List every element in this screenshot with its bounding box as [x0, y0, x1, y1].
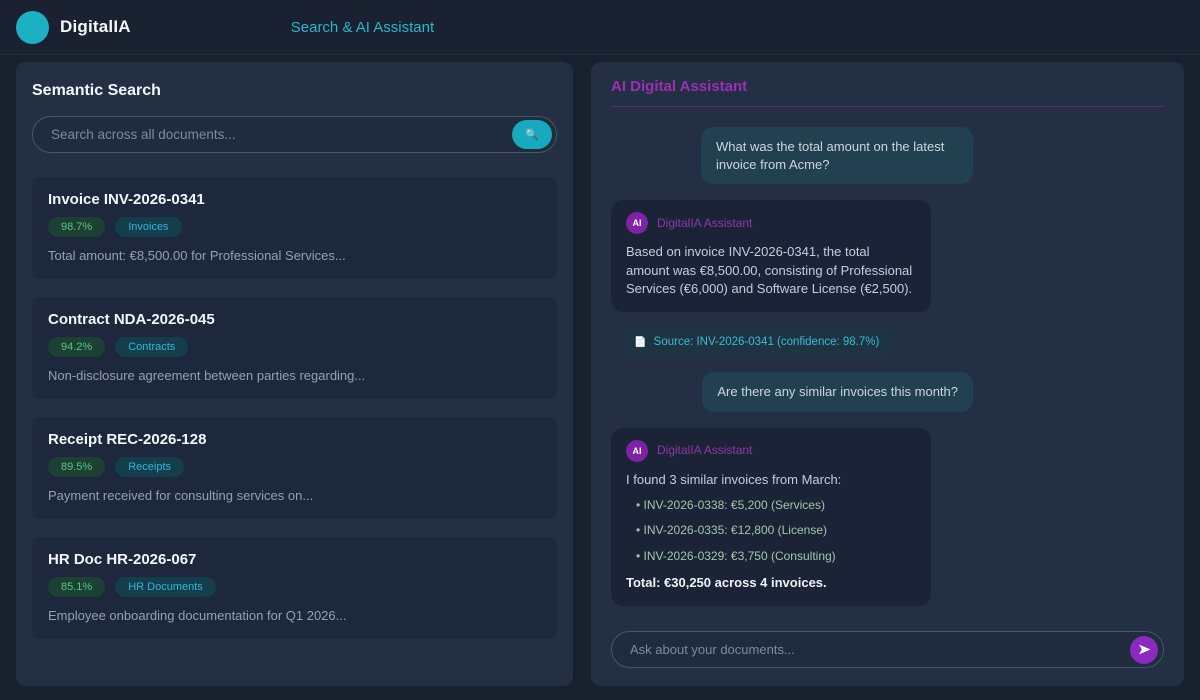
assistant-message-text: Based on invoice INV-2026-0341, the tota…: [626, 244, 913, 296]
category-badge: Invoices: [115, 217, 182, 238]
invoice-list-item: • INV-2026-0338: €5,200 (Services): [636, 498, 825, 513]
category-badge: HR Documents: [115, 577, 216, 598]
ai-avatar: AI: [626, 440, 648, 462]
assistant-message-intro: I found 3 similar invoices from March:: [626, 472, 842, 487]
source-citation-chip[interactable]: 📄 Source: INV-2026-0341 (confidence: 98.…: [621, 328, 893, 357]
search-input[interactable]: [51, 127, 512, 142]
search-result-invoice[interactable]: Invoice INV-2026-0341 98.7% Invoices Tot…: [32, 177, 557, 280]
result-snippet: Payment received for consulting services…: [48, 488, 314, 504]
result-snippet: Employee onboarding documentation for Q1…: [48, 608, 347, 624]
badge-row: 98.7% Invoices: [48, 217, 541, 238]
source-citation-text: Source: INV-2026-0341 (confidence: 98.7%…: [653, 336, 880, 349]
semantic-search-panel: Semantic Search 🔍 Invoice INV-2026-0341 …: [16, 62, 573, 686]
search-icon: 🔍: [525, 129, 539, 141]
send-button[interactable]: [1130, 635, 1158, 664]
invoice-list-item: • INV-2026-0329: €3,750 (Consulting): [636, 548, 836, 563]
brand-title: DigitalIA: [60, 17, 131, 36]
title-divider: [611, 106, 1164, 107]
tab-search-ai-assistant[interactable]: Search & AI Assistant: [290, 18, 435, 36]
invoice-bullet-list: • INV-2026-0338: €5,200 (Services) • INV…: [636, 497, 916, 564]
assistant-name: DigitalIA Assistant: [657, 443, 753, 458]
invoice-list-item: • INV-2026-0335: €12,800 (License): [636, 523, 827, 538]
result-title: Receipt REC-2026-128: [48, 431, 207, 449]
assistant-message: AI DigitalIA Assistant Based on invoice …: [611, 200, 931, 313]
result-title: Invoice INV-2026-0341: [48, 191, 205, 208]
badge-row: 94.2% Contracts: [48, 337, 541, 358]
result-title: Contract NDA-2026-045: [48, 311, 215, 329]
ai-avatar: AI: [626, 212, 648, 235]
result-title: HR Doc HR-2026-067: [48, 551, 197, 569]
chat-message-list: What was the total amount on the latest …: [611, 127, 973, 617]
result-snippet: Non-disclosure agreement between parties…: [48, 368, 366, 384]
result-snippet: Total amount: €8,500.00 for Professional…: [48, 248, 346, 264]
confidence-badge: 94.2%: [48, 337, 106, 358]
search-bar: 🔍: [32, 116, 557, 153]
assistant-message-header: AI DigitalIA Assistant: [626, 440, 916, 462]
app-header: DigitalIA Search & AI Assistant: [0, 0, 1200, 55]
assistant-name: DigitalIA Assistant: [657, 215, 753, 230]
send-icon: [1138, 644, 1150, 655]
ai-assistant-panel: AI Digital Assistant What was the total …: [591, 62, 1184, 686]
search-result-receipt[interactable]: Receipt REC-2026-128 89.5% Receipts Paym…: [32, 417, 557, 520]
brand-logo-icon: [16, 10, 49, 44]
semantic-search-title: Semantic Search: [32, 82, 161, 99]
user-message: What was the total amount on the latest …: [701, 127, 973, 185]
confidence-badge: 98.7%: [48, 217, 106, 238]
confidence-badge: 85.1%: [48, 577, 106, 598]
user-message: Are there any similar invoices this mont…: [702, 372, 973, 412]
document-icon: 📄: [634, 337, 647, 349]
confidence-badge: 89.5%: [48, 457, 106, 478]
assistant-message-header: AI DigitalIA Assistant: [626, 212, 916, 235]
chat-input[interactable]: [630, 642, 1130, 657]
category-badge: Contracts: [115, 337, 189, 358]
chat-input-bar: [611, 631, 1164, 668]
badge-row: 89.5% Receipts: [48, 457, 541, 478]
assistant-message: AI DigitalIA Assistant I found 3 similar…: [611, 428, 931, 606]
search-button[interactable]: 🔍: [512, 120, 552, 149]
search-result-hr-doc[interactable]: HR Doc HR-2026-067 85.1% HR Documents Em…: [32, 537, 557, 640]
category-badge: Receipts: [115, 457, 184, 478]
search-result-contract[interactable]: Contract NDA-2026-045 94.2% Contracts No…: [32, 297, 557, 400]
badge-row: 85.1% HR Documents: [48, 577, 541, 598]
assistant-message-total: Total: €30,250 across 4 invoices.: [626, 574, 827, 590]
main-content: Semantic Search 🔍 Invoice INV-2026-0341 …: [0, 55, 1200, 700]
ai-assistant-title: AI Digital Assistant: [611, 78, 748, 95]
